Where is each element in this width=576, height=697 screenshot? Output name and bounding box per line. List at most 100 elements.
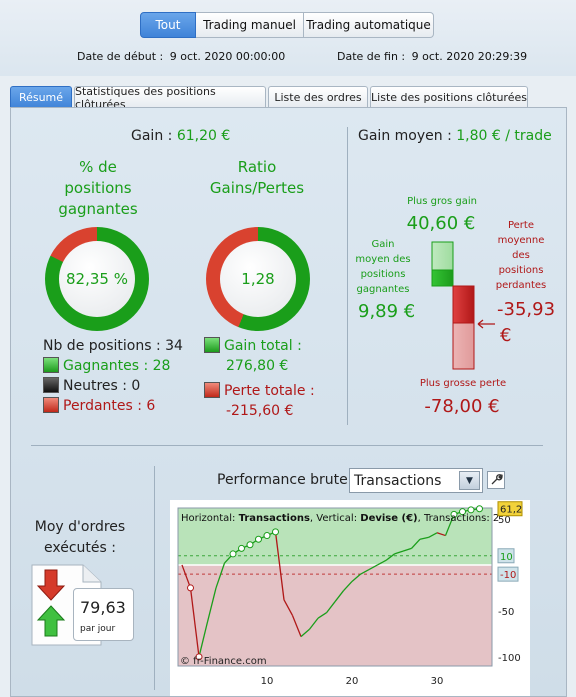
series-segment: [394, 550, 404, 555]
tab-resume[interactable]: Résumé: [10, 86, 72, 108]
series-segment: [385, 553, 395, 561]
wrench-icon[interactable]: [487, 471, 505, 489]
perte-totale-value: -215,60 €: [226, 403, 294, 419]
max-gain-bar: [431, 241, 454, 271]
gain-total-value: 276,80 €: [226, 358, 289, 374]
series-segment: [198, 621, 209, 657]
upper-threshold-tag: [497, 548, 515, 564]
win-pct-title-line2: positions: [64, 179, 132, 197]
ratio-title-line1: Ratio: [237, 158, 277, 176]
start-date-label: Date de début :: [77, 50, 164, 63]
series-segment: [308, 617, 319, 630]
data-point: [238, 544, 245, 552]
summary-separator: [347, 127, 348, 425]
series-segment: [215, 562, 226, 589]
ratio-title: Ratio Gains/Pertes: [197, 157, 317, 199]
x-tick-label: 30: [431, 676, 444, 687]
performance-label: Performance brute: [217, 472, 348, 488]
y-tick-label: -50: [498, 607, 514, 618]
legend-gagnantes: Gagnantes : 28: [43, 356, 183, 376]
orders-unit: par jour: [80, 624, 116, 634]
series-segment: [325, 601, 336, 614]
gain-loss-bars: [431, 241, 495, 370]
orders-title: Moy d'ordres exécutés :: [30, 517, 130, 559]
tab-trading-manuel[interactable]: Trading manuel: [196, 12, 304, 38]
current-value-tag-label: 61,2: [500, 505, 522, 516]
series-segment: [368, 564, 378, 571]
y-tick-label: 50: [498, 515, 511, 526]
plot-frame: [177, 507, 493, 667]
tab-liste-positions[interactable]: Liste des positions clôturées: [370, 86, 528, 108]
totals-legend: Gain total : 276,80 € Perte totale : -21…: [204, 336, 315, 421]
gain-moyen-label: Gain moyen des positions gagnantes: [352, 237, 414, 297]
plus-gros-gain-label: Plus gros gain: [407, 196, 477, 207]
negative-zone: [178, 564, 492, 666]
lower-threshold-tag: [497, 566, 519, 582]
series-segment: [291, 615, 302, 637]
data-point: [195, 653, 203, 661]
tab-liste-ordres[interactable]: Liste des ordres: [268, 86, 368, 108]
avg-gain-label: Gain moyen :: [358, 128, 452, 144]
red-square-icon: [43, 397, 59, 413]
series-segment: [317, 612, 327, 619]
start-date-value: 9 oct. 2020 00:00:00: [169, 50, 286, 63]
win-pct-donut: 82,35 %: [45, 227, 149, 331]
orders-value-box: 79,63 par jour: [73, 588, 134, 641]
series-segment: [377, 559, 387, 566]
current-value-tag: [497, 501, 523, 517]
plus-gros-gain-value: 40,60 €: [406, 213, 476, 234]
data-point: [467, 506, 475, 514]
chevron-down-icon[interactable]: ▼: [459, 471, 480, 490]
series-segment: [189, 587, 200, 657]
legend-perte-totale: Perte totale :: [204, 381, 315, 401]
orders-title-line2: exécutés :: [44, 540, 116, 556]
tab-tout[interactable]: Tout: [140, 12, 196, 38]
plus-grosse-perte-label: Plus grosse perte: [419, 378, 507, 389]
lower-threshold-tag-label: -10: [500, 570, 516, 581]
performance-select-value: Transactions: [354, 472, 442, 489]
gain-label: Gain :: [131, 128, 173, 144]
series-segment: [436, 532, 446, 537]
gain-moyen-value: 9,89 €: [358, 301, 416, 322]
data-point: [187, 584, 194, 592]
upper-threshold-tag-label: 10: [500, 552, 513, 563]
tab-statistiques[interactable]: Statistiques des positions clôturées: [74, 85, 266, 111]
ratio-value: 1,28: [220, 241, 296, 317]
green-square-icon: [43, 357, 59, 373]
y-tick-label: -100: [498, 653, 521, 664]
tab-trading-automatique[interactable]: Trading automatique: [304, 12, 434, 38]
gain-moyen-line1: Gain: [371, 239, 395, 250]
end-date: Date de fin : 9 oct. 2020 20:29:39: [337, 50, 527, 63]
performance-select[interactable]: Transactions ▼: [349, 468, 483, 493]
legend-gain-total: Gain total :: [204, 336, 315, 356]
nb-positions: Nb de positions : 34: [43, 338, 183, 354]
x-tick-label: 20: [346, 676, 359, 687]
avg-loss-bar: [452, 285, 475, 324]
series-segment: [274, 531, 285, 600]
perte-moyenne-value-line2: €: [500, 325, 512, 346]
perte-moyenne-value-line1: -35,93: [497, 299, 556, 320]
perte-moyenne-line4: positions: [498, 265, 544, 276]
ratio-donut: 1,28: [206, 227, 310, 331]
legend-perdantes: Perdantes : 6: [43, 396, 183, 416]
gain-moyen-line4: gagnantes: [356, 284, 410, 295]
series-segment: [428, 532, 438, 538]
series-segment: [411, 538, 421, 549]
gain-moyen-line3: positions: [360, 269, 406, 280]
gain-header: Gain : 61,20 €: [131, 128, 230, 144]
series-segment: [343, 581, 353, 592]
series-segment: [300, 628, 310, 638]
series-segment: [181, 564, 192, 589]
top-bar: Tout Trading manuel Trading automatique …: [0, 0, 576, 76]
series-segment: [360, 568, 370, 575]
performance-chart: Horizontal: Transactions, Vertical: Devi…: [170, 500, 530, 696]
red-square-icon: [204, 382, 220, 398]
orders-value: 79,63: [80, 598, 126, 617]
series-segment: [444, 514, 455, 536]
positions-legend: Nb de positions : 34 Gagnantes : 28 Neut…: [43, 336, 183, 416]
section-separator: [31, 445, 543, 446]
win-pct-title-line1: % de: [79, 158, 117, 176]
series-segment: [283, 599, 294, 616]
chart-watermark: © fr-Finance.com: [180, 656, 267, 667]
arrow-left-icon: [477, 319, 495, 329]
